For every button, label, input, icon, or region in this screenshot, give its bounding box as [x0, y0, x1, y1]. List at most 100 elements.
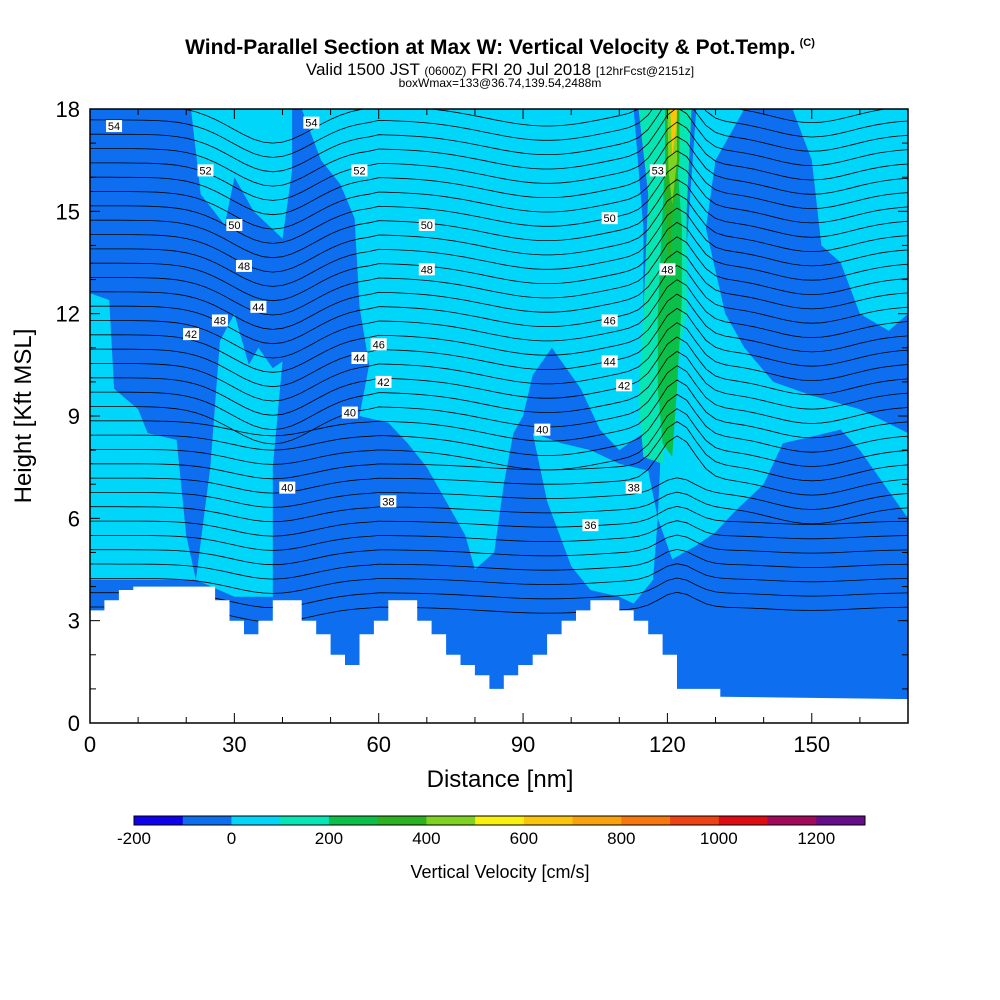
colorbar-swatch: [475, 816, 525, 825]
velocity-region: [532, 433, 658, 604]
svg-text:52: 52: [199, 165, 211, 177]
isentrope-line: [90, 109, 908, 173]
svg-text:42: 42: [618, 380, 630, 392]
contour-label: 50: [418, 218, 435, 232]
svg-text:52: 52: [353, 165, 365, 177]
colorbar-swatch: [280, 816, 330, 825]
svg-text:53: 53: [652, 165, 664, 177]
y-tick-label: 0: [68, 711, 80, 736]
contour-label: 54: [303, 116, 320, 130]
title-units-mark: (C): [799, 37, 815, 49]
contour-label: 40: [341, 406, 358, 420]
isentrope-line: [90, 279, 908, 359]
y-tick-label: 6: [68, 506, 80, 531]
colorbar-tick-label: 400: [412, 829, 440, 848]
svg-text:44: 44: [604, 356, 616, 368]
isentrope-line: [90, 322, 908, 402]
contour-label: 36: [582, 519, 599, 532]
y-tick-label: 18: [56, 97, 80, 122]
colorbar-swatch: [426, 816, 476, 825]
isentrope-line: [90, 250, 908, 330]
colorbar-swatch: [134, 816, 184, 825]
svg-text:46: 46: [373, 339, 385, 351]
contour-label: 44: [601, 355, 618, 368]
svg-text:48: 48: [661, 264, 673, 276]
box-wmax-info: boxWmax=133@36.74,139.54,2488m: [398, 76, 602, 90]
chart-title-text: Wind-Parallel Section at Max W: Vertical…: [185, 36, 796, 59]
isentrope-line: [90, 491, 908, 525]
isentrope-line: [90, 365, 908, 445]
isentrope-line: [90, 534, 908, 566]
colorbar-swatch: [767, 816, 817, 825]
svg-text:42: 42: [185, 329, 197, 341]
valid-date: FRI 20 Jul 2018: [471, 60, 592, 79]
contour-label: 52: [351, 164, 368, 177]
isentrope-line: [90, 505, 908, 537]
x-tick-label: 120: [649, 732, 686, 757]
colorbar-tick-label: 200: [315, 829, 343, 848]
isentrope-line: [90, 435, 908, 496]
contour-label: 50: [601, 212, 618, 225]
isentrope-line: [90, 193, 908, 273]
contour-label: 48: [659, 263, 676, 276]
valid-time: Valid 1500 JST: [305, 60, 420, 79]
svg-text:38: 38: [382, 496, 394, 508]
svg-text:46: 46: [604, 315, 616, 327]
svg-text:38: 38: [628, 483, 640, 495]
velocity-region: [657, 109, 908, 560]
potential-temperature-contours: [90, 109, 908, 623]
chart-title: Wind-Parallel Section at Max W: Vertical…: [0, 36, 1000, 60]
x-tick-label: 30: [222, 732, 246, 757]
axis-ticks: [89, 108, 909, 724]
contour-label: 38: [625, 481, 642, 495]
isentrope-line: [90, 307, 908, 388]
svg-text:40: 40: [281, 483, 293, 495]
y-axis-label: Height [Kft MSL]: [10, 328, 37, 504]
contour-label: 40: [279, 481, 296, 495]
colorbar-swatch: [377, 816, 427, 825]
chart-subtitle: Valid 1500 JST (0600Z) FRI 20 Jul 2018 […: [0, 60, 1000, 80]
svg-text:42: 42: [377, 377, 389, 389]
colorbar-tick-label: 800: [607, 829, 635, 848]
contour-label: 53: [649, 164, 666, 177]
svg-text:50: 50: [604, 213, 616, 225]
contour-label: 48: [211, 314, 228, 327]
colorbar: -200 0 200 400 600 800 1000 1200: [117, 815, 866, 848]
isentrope-line: [90, 221, 908, 302]
isentrope-line: [90, 379, 908, 442]
y-tick-label: 12: [56, 302, 80, 327]
isentrope-line: [90, 336, 908, 416]
svg-text:48: 48: [238, 261, 250, 273]
svg-text:50: 50: [228, 220, 240, 232]
x-tick-label: 0: [84, 732, 96, 757]
isentrope-line: [90, 563, 908, 594]
isentrope-line: [90, 109, 908, 158]
x-tick-label: 90: [511, 732, 535, 757]
svg-text:40: 40: [344, 408, 356, 420]
contour-label: 40: [534, 423, 551, 437]
svg-text:50: 50: [421, 220, 433, 232]
isentrope-line: [90, 121, 908, 201]
isentrope-line: [90, 421, 908, 482]
terrain-profile: [90, 586, 908, 723]
isentrope-line: [90, 179, 908, 259]
isentrope-line: [90, 548, 908, 580]
contour-label: 48: [418, 263, 435, 276]
svg-text:44: 44: [252, 302, 264, 314]
velocity-region: [792, 109, 908, 331]
contour-label: 54: [106, 120, 123, 133]
colorbar-tick-label: 1000: [700, 829, 738, 848]
colorbar-tick-label: 600: [510, 829, 538, 848]
y-tick-label: 9: [68, 404, 80, 429]
contour-label: 48: [235, 259, 252, 273]
colorbar-swatch: [182, 816, 232, 825]
colorbar-swatch: [231, 816, 281, 825]
contour-label: 42: [375, 375, 392, 389]
velocity-region: [90, 293, 196, 580]
colorbar-tick-label: -200: [117, 829, 151, 848]
svg-text:44: 44: [353, 353, 365, 365]
svg-text:36: 36: [584, 520, 596, 532]
contour-label: 52: [197, 164, 214, 177]
